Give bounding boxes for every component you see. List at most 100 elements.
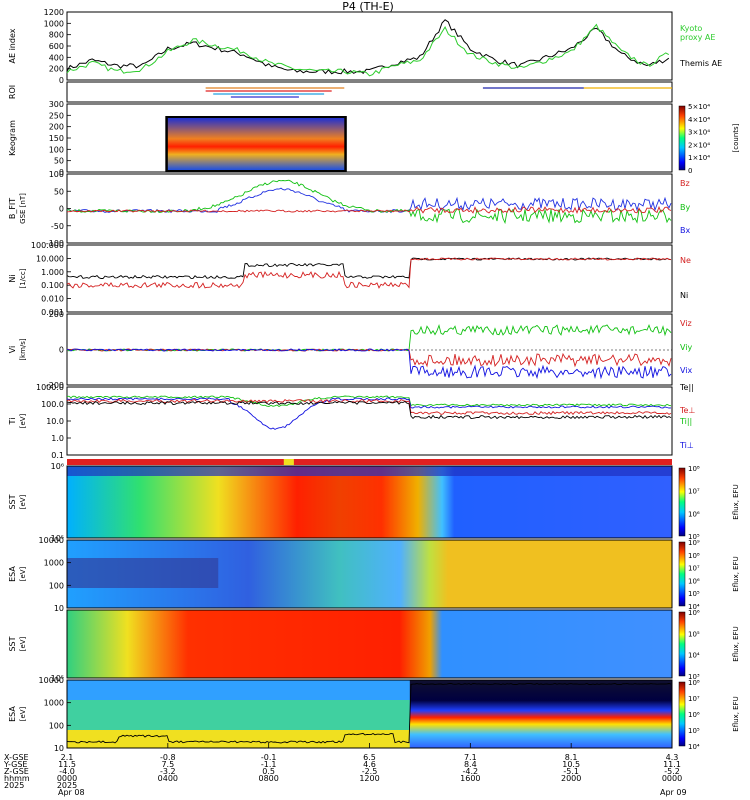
series-ne [66,257,672,289]
panel-frame-bfield [66,173,673,244]
ytick-label-density-5: 100.000 [31,241,64,250]
legend-viy: Viy [680,343,693,352]
coverage-bar [67,459,672,465]
ytick-label-sst_e-0: 10⁵ [51,534,64,543]
colorbar-tick-esa_i-2: 10⁶ [688,711,700,719]
legend-te-par: Te|| [679,383,694,392]
ephem-label-zgse: Z-GSE [4,767,29,776]
ytick-label-keogram-1: 50 [54,157,64,166]
sst_e-top-band [67,466,672,476]
colorbar-tick-keogram-1: 1×10⁴ [688,154,710,162]
panel-frame-sst_i [66,609,673,679]
ephem-z-4: -4.2 [463,767,479,776]
yunits-density: [1/cc] [19,268,27,288]
series-viz-green [66,323,672,352]
legend-te-perp: Te⊥ [679,406,695,415]
ytick-label-ae-1: 200 [49,65,64,74]
ytick-label-esa_i-3: 10000 [39,676,64,685]
ylabel-bfield: B_FIT [8,198,17,219]
legend-by: By [680,203,690,212]
spectrogram-sst_i [67,610,672,678]
ephem-z-3: -2.5 [362,767,378,776]
colorbar-label-esa_i: Eflux, EFU [732,696,740,731]
ytick-label-temperature-3: 100.0 [41,400,64,409]
series-ni [66,257,672,279]
ytick-label-temperature-1: 1.0 [51,434,64,443]
legend-proxy-ae: proxy AE [680,33,715,42]
ephem-label-hhmm: hhmm [4,774,30,783]
yunits-sst_i: [eV] [19,636,27,651]
ytick-label-esa_e-2: 1000 [44,559,64,568]
panels-layer [66,11,673,749]
ytick-label-ae-3: 600 [49,42,64,51]
ytick-label-velocity-1: 0 [59,346,64,355]
ephem-label-year: 2025 [4,781,24,790]
ylabel-density: Ni [8,274,17,282]
ylabel-ae: AE index [8,28,17,63]
ephem-label-xgse: X-GSE [4,753,29,762]
ytick-label-esa_e-1: 100 [49,581,64,590]
ephem-z-6: -5.2 [664,767,680,776]
legend-bz: Bz [680,179,690,188]
ephem-y-1: 7.5 [161,760,174,769]
ylabel-keogram: Keogram [8,120,17,156]
colorbar-tick-esa_e-2: 10⁶ [688,577,700,585]
ytick-label-ae-4: 800 [49,31,64,40]
colorbar-tick-esa_e-0: 10⁴ [688,603,700,611]
ytick-label-keogram-4: 200 [49,123,64,132]
colorbar-label-keogram: [counts] [732,123,740,152]
esa_e-dark-patch [67,558,219,588]
ytick-label-keogram-0: 0 [59,168,64,177]
colorbar-tick-keogram-4: 4×10⁴ [688,116,710,124]
colorbar-tick-esa_i-0: 10⁴ [688,743,700,751]
colorbar-sst_i [678,611,686,677]
colorbar-tick-sst_e-1: 10⁶ [688,510,700,518]
ylabel-esa_i: ESA [8,706,17,722]
ytick-label-ae-2: 400 [49,53,64,62]
ytick-label-density-0: 0.001 [41,308,64,317]
series-viy-red [66,348,672,368]
ytick-label-velocity-2: 200 [49,310,64,319]
series-ti-par [67,395,672,408]
coverage-bar-gap [283,459,294,465]
xtick-label-0: 0000 [57,774,77,783]
ytick-label-bfield-1: -50 [51,222,64,231]
ytick-label-density-2: 0.100 [41,281,64,290]
colorbar-sst_e [678,467,686,537]
esa_i-mid-band [67,700,410,730]
ephem-y-6: 11.1 [663,760,681,769]
ytick-label-temperature-4: 1000.0 [36,383,64,392]
ytick-label-esa_e-3: 10000 [39,536,64,545]
xtick-label-1: 0400 [158,774,178,783]
ephem-y-0: 11.5 [58,760,76,769]
ytick-label-keogram-2: 100 [49,145,64,154]
colorbar-tick-esa_e-3: 10⁷ [688,565,700,573]
colorbar-tick-sst_i-0: 10³ [688,673,700,681]
ephem-x-4: 7.1 [464,753,477,762]
series-te-par [66,400,672,420]
colorbar-esa_i [678,681,686,747]
xtick-label-4: 1600 [460,774,480,783]
panel-frame-sst_e [66,465,673,539]
legend-ti-perp: Ti⊥ [679,441,694,450]
colorbar-label-sst_e: Eflux, EFU [732,484,740,519]
colorbar-label-esa_e: Eflux, EFU [732,556,740,591]
xtick-label-6: 0000 [662,774,682,783]
colorbar-tick-sst_e-3: 10⁸ [688,465,700,473]
esa_i-right-band [409,680,672,748]
ephem-z-0: -4.0 [59,767,75,776]
ytick-label-ae-0: 0 [59,76,64,85]
ytick-label-density-3: 1.000 [41,268,64,277]
xtick-label-3: 1200 [359,774,379,783]
colorbar-tick-sst_i-2: 10⁵ [688,630,700,638]
colorbar-tick-keogram-3: 3×10⁴ [688,129,710,137]
year-label: 2025 [57,781,77,790]
colorbar-tick-esa_i-4: 10⁸ [688,679,700,687]
date-start: Apr 08 [58,788,85,797]
yunits-sst_e: [eV] [19,494,27,509]
legend-bx: Bx [680,226,690,235]
ytick-label-bfield-0: -100 [46,239,64,248]
ytick-label-temperature-2: 10.0 [46,417,64,426]
legend-vix: Vix [680,366,693,375]
yunits-bfield: GSE [nT] [19,193,27,224]
